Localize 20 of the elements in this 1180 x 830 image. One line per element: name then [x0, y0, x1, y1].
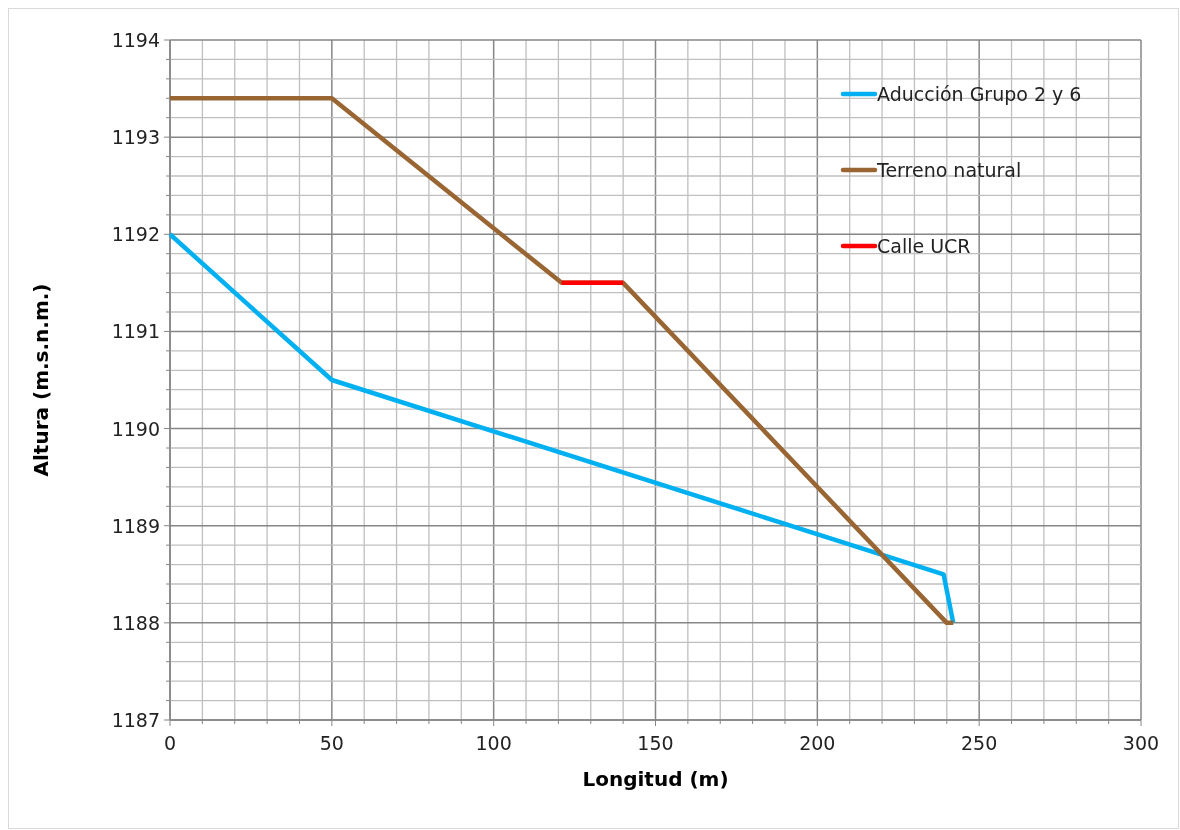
legend-label: Calle UCR [877, 235, 971, 257]
y-tick-label: 1187 [111, 709, 160, 731]
x-tick-label: 50 [319, 732, 344, 754]
y-tick-label: 1193 [111, 126, 160, 149]
y-tick-label: 1189 [111, 514, 160, 537]
y-tick-label: 1190 [111, 417, 160, 440]
x-tick-label: 0 [163, 732, 177, 754]
legend-label: Terreno natural [876, 159, 1022, 181]
y-tick-label: 1191 [111, 320, 160, 343]
y-tick-label: 1194 [111, 29, 160, 51]
x-tick-label: 200 [799, 732, 836, 754]
y-axis-title: Altura (m.s.n.m.) [29, 283, 53, 477]
x-tick-label: 250 [961, 732, 998, 754]
x-tick-label: 100 [475, 732, 512, 754]
legend-label: Aducción Grupo 2 y 6 [877, 83, 1082, 105]
y-tick-label: 1192 [111, 223, 160, 246]
y-tick-label: 1188 [111, 611, 160, 634]
x-axis-title: Longitud (m) [582, 767, 729, 791]
x-tick-label: 150 [637, 732, 674, 754]
x-tick-label: 300 [1122, 732, 1160, 754]
